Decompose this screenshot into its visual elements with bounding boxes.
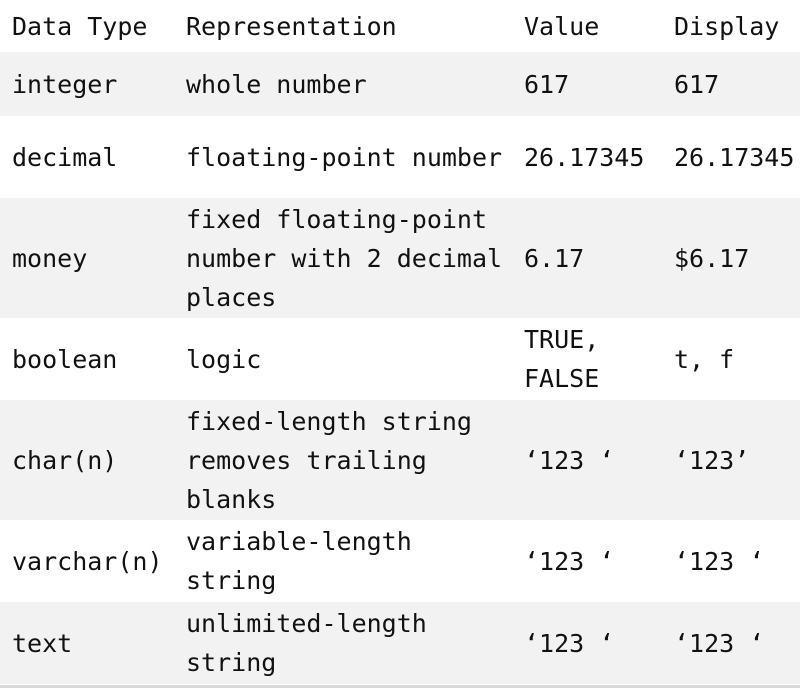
cell-representation: whole number xyxy=(186,69,367,99)
cell-value: ‘123 ‘ xyxy=(524,546,615,576)
table-bottom-border xyxy=(0,685,800,688)
cell-value: TRUE, FALSE xyxy=(524,325,600,393)
header-representation: Representation xyxy=(186,11,397,41)
cell-value: 6.17 xyxy=(524,243,585,273)
table-header: Data Type Representation Value Display xyxy=(0,0,800,52)
cell-display: 26.17345 xyxy=(674,142,795,172)
cell-value: 26.17345 xyxy=(524,142,645,172)
cell-representation: fixed-length string removes trailing bla… xyxy=(186,406,472,514)
table-row: varchar(n) variable-length string ‘123 ‘… xyxy=(0,520,800,602)
cell-display: 617 xyxy=(674,69,720,99)
cell-display: ‘123 ‘ xyxy=(674,546,765,576)
cell-type: boolean xyxy=(12,344,118,374)
cell-representation: logic xyxy=(186,344,262,374)
cell-type: integer xyxy=(12,69,118,99)
cell-type: money xyxy=(12,243,88,273)
table-row: money fixed floating-point number with 2… xyxy=(0,198,800,318)
cell-display: t, f xyxy=(674,344,735,374)
cell-display: ‘123 ‘ xyxy=(674,628,765,658)
cell-representation: variable-length string xyxy=(186,527,412,595)
table-row: char(n) fixed-length string removes trai… xyxy=(0,400,800,520)
cell-type: char(n) xyxy=(12,445,118,475)
cell-representation: unlimited-length string xyxy=(186,609,427,677)
table-row: decimal floating-point number 26.17345 2… xyxy=(0,116,800,198)
cell-representation: floating-point number xyxy=(186,142,503,172)
table-row: boolean logic TRUE, FALSE t, f xyxy=(0,318,800,400)
cell-display: $6.17 xyxy=(674,243,750,273)
header-data-type: Data Type xyxy=(12,11,148,41)
cell-display: ‘123’ xyxy=(674,445,750,475)
cell-type: text xyxy=(12,628,73,658)
header-value: Value xyxy=(524,11,600,41)
cell-value: ‘123 ‘ xyxy=(524,445,615,475)
header-display: Display xyxy=(674,11,780,41)
table-row: integer whole number 617 617 xyxy=(0,52,800,116)
cell-value: ‘123 ‘ xyxy=(524,628,615,658)
table-row: text unlimited-length string ‘123 ‘ ‘123… xyxy=(0,602,800,684)
cell-type: varchar(n) xyxy=(12,546,163,576)
cell-type: decimal xyxy=(12,142,118,172)
cell-representation: fixed floating-point number with 2 decim… xyxy=(186,204,503,312)
cell-value: 617 xyxy=(524,69,570,99)
